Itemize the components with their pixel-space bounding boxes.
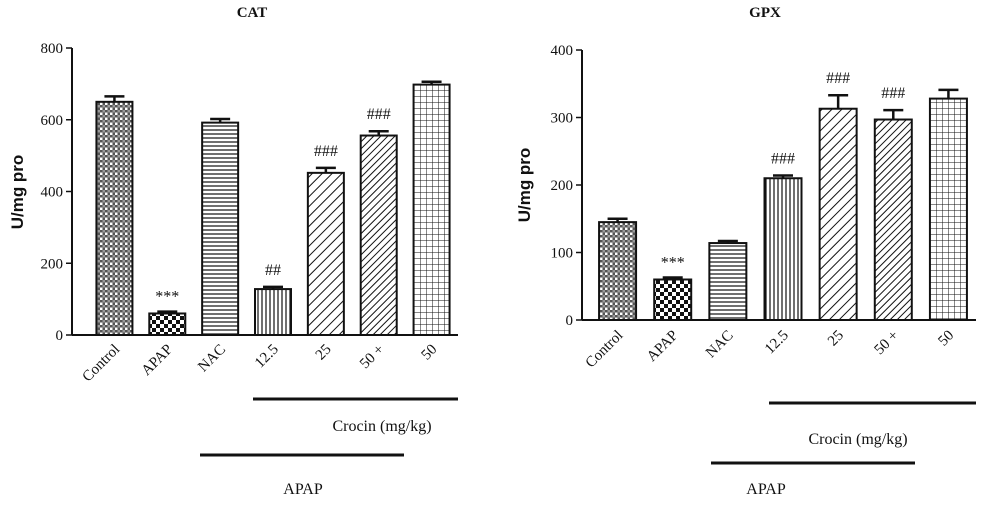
gpx-category-label: 50 + [872,328,903,359]
gpx-error-bar [883,108,904,120]
gpx-y-tick-label: 300 [551,111,574,127]
gpx-significance-label: ### [826,70,850,87]
gpx-y-axis-label: U/mg pro [515,148,534,223]
cat-significance-label: ## [265,262,281,279]
cat-bar [359,134,398,336]
gpx-bar [708,242,748,321]
cat-error-bar [210,117,231,123]
cat-y-axis-label: U/mg pro [8,155,27,230]
cat-panel: CAT U/mg pro Crocin (mg/kg) APAP 0 200 400… [8,5,458,498]
gpx-y-tick-label: 0 [566,313,574,329]
cat-y-tick-label: 200 [41,256,64,272]
gpx-significance-label: *** [661,254,685,271]
gpx-error-bar [773,174,793,179]
gpx-bar [763,177,803,321]
cat-category-label: APAP [139,342,176,379]
gpx-error-bar [662,276,683,280]
cat-y-tick-label: 800 [41,41,64,57]
cat-y-tick-label: 600 [41,113,64,129]
gpx-category-label: NAC [703,328,737,362]
gpx-significance-label: ### [881,85,905,102]
cat-bar [148,312,187,337]
cat-error-bar [421,80,442,85]
gpx-crocin-group-label: Crocin (mg/kg) [808,431,907,448]
gpx-error-bar [717,239,738,244]
gpx-y-tick-label: 400 [551,43,574,59]
cat-apap-group-label: APAP [283,481,323,498]
cat-title: CAT [237,5,268,21]
gpx-bar [873,118,913,322]
cat-category-label: 50 [418,342,440,364]
cat-error-bar [104,95,125,102]
gpx-category-label: 50 [935,328,957,350]
gpx-category-label: 12.5 [762,328,792,358]
gpx-category-label: APAP [644,328,681,365]
gpx-bar [818,107,858,321]
gpx-apap-group-label: APAP [746,481,786,498]
cat-y-tick-label: 0 [56,328,64,344]
cat-category-label: 50 + [357,342,388,373]
cat-crocin-group-label: Crocin (mg/kg) [332,418,431,435]
cat-significance-label: *** [155,289,179,306]
gpx-bar [653,278,693,321]
cat-error-bar [368,129,389,136]
cat-category-label: 25 [313,342,335,364]
cat-bar [201,121,240,337]
gpx-error-bar [828,93,849,109]
cat-bar [95,100,134,336]
cat-significance-label: ### [314,143,338,160]
gpx-panel: GPX U/mg pro Crocin (mg/kg) APAP 0 100 200… [515,5,976,498]
cat-error-bar [315,166,336,173]
gpx-bar [598,221,638,321]
cat-error-bar [263,285,283,290]
cat-bar [412,83,451,336]
cat-y-tick-label: 400 [41,185,64,201]
gpx-title: GPX [749,5,781,21]
cat-significance-label: ### [367,106,391,123]
cat-error-bar [157,310,178,314]
cat-bar [254,288,292,336]
cat-category-label: 12.5 [252,342,282,372]
gpx-bar [928,97,968,321]
gpx-significance-label: ### [771,151,795,168]
cat-category-label: NAC [195,342,229,376]
gpx-error-bar [938,88,959,99]
cat-category-label: Control [80,342,124,386]
gpx-y-tick-label: 200 [551,178,574,194]
gpx-error-bar [607,217,628,223]
cat-bar [306,171,345,336]
gpx-category-label: 25 [825,328,847,350]
gpx-y-tick-label: 100 [551,246,574,262]
gpx-category-label: Control [583,328,627,372]
